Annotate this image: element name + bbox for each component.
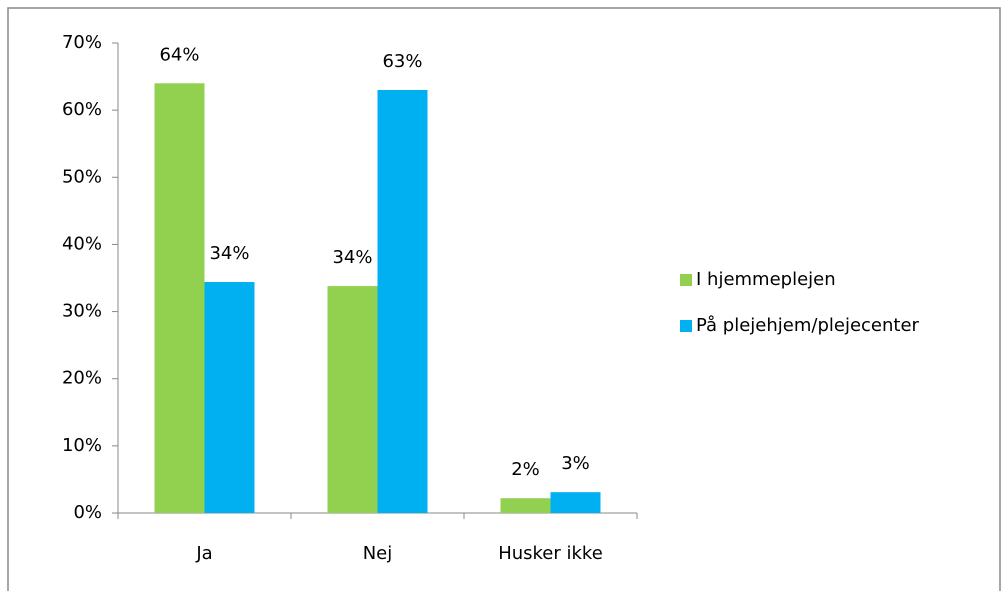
y-tick-label: 20% xyxy=(62,368,102,389)
value-label: 34% xyxy=(209,243,249,264)
y-tick-label: 10% xyxy=(62,435,102,456)
y-tick-label: 60% xyxy=(62,99,102,120)
y-tick-label: 0% xyxy=(73,502,102,523)
legend-label: På plejehjem/plejecenter xyxy=(696,315,920,336)
x-tick-label: Husker ikke xyxy=(498,543,603,564)
legend-swatch xyxy=(680,274,692,286)
bar xyxy=(377,90,428,513)
y-tick-label: 50% xyxy=(62,166,102,187)
value-label: 3% xyxy=(561,453,590,474)
bar xyxy=(327,286,378,513)
bar xyxy=(550,492,601,513)
y-tick-label: 70% xyxy=(62,32,102,53)
legend-swatch xyxy=(680,320,692,332)
x-tick-label: Ja xyxy=(195,543,212,564)
bar xyxy=(500,498,551,513)
value-label: 34% xyxy=(332,247,372,268)
bar xyxy=(154,83,205,514)
value-label: 63% xyxy=(382,51,422,72)
bar xyxy=(204,282,255,513)
legend-label: I hjemmeplejen xyxy=(696,269,836,290)
y-tick-label: 30% xyxy=(62,301,102,322)
chart-frame xyxy=(7,7,1001,591)
x-tick-label: Nej xyxy=(363,543,393,564)
value-label: 64% xyxy=(159,44,199,65)
y-tick-label: 40% xyxy=(62,233,102,254)
value-label: 2% xyxy=(511,459,540,480)
